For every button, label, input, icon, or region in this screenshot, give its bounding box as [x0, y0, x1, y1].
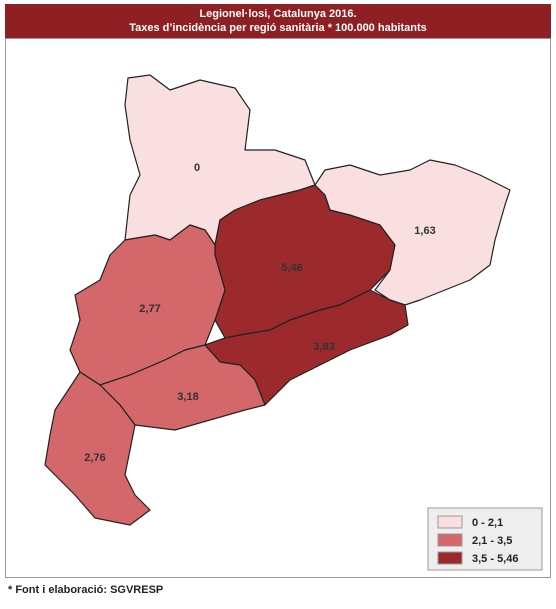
legend-swatch	[437, 533, 463, 547]
footer: * Font i elaboració: SGVRESP	[8, 584, 163, 596]
region-label: 5,46	[281, 262, 302, 274]
region	[314, 159, 511, 306]
region-label: 3,83	[313, 341, 334, 353]
legend-label: 2,1 - 3,5	[472, 535, 512, 547]
subtitle: Taxes d’incidència per regió sanitària *…	[129, 22, 427, 34]
region	[44, 371, 151, 526]
legend-swatch	[437, 515, 463, 529]
legend-label: 3,5 - 5,46	[472, 553, 518, 565]
legend-label: 0 - 2,1	[472, 517, 503, 529]
region-label: 0	[194, 162, 200, 174]
region-label: 2,76	[84, 452, 105, 464]
header-band	[5, 4, 551, 38]
region-label: 1,63	[414, 225, 435, 237]
legend-swatch	[437, 551, 463, 565]
title: Legionel·losi, Catalunya 2016.	[199, 8, 356, 20]
region	[99, 344, 266, 431]
legend: 0 - 2,1 2,1 - 3,5 3,5 - 5,46	[427, 507, 543, 571]
region-label: 2,77	[139, 303, 160, 315]
region-label: 3,18	[177, 391, 198, 403]
